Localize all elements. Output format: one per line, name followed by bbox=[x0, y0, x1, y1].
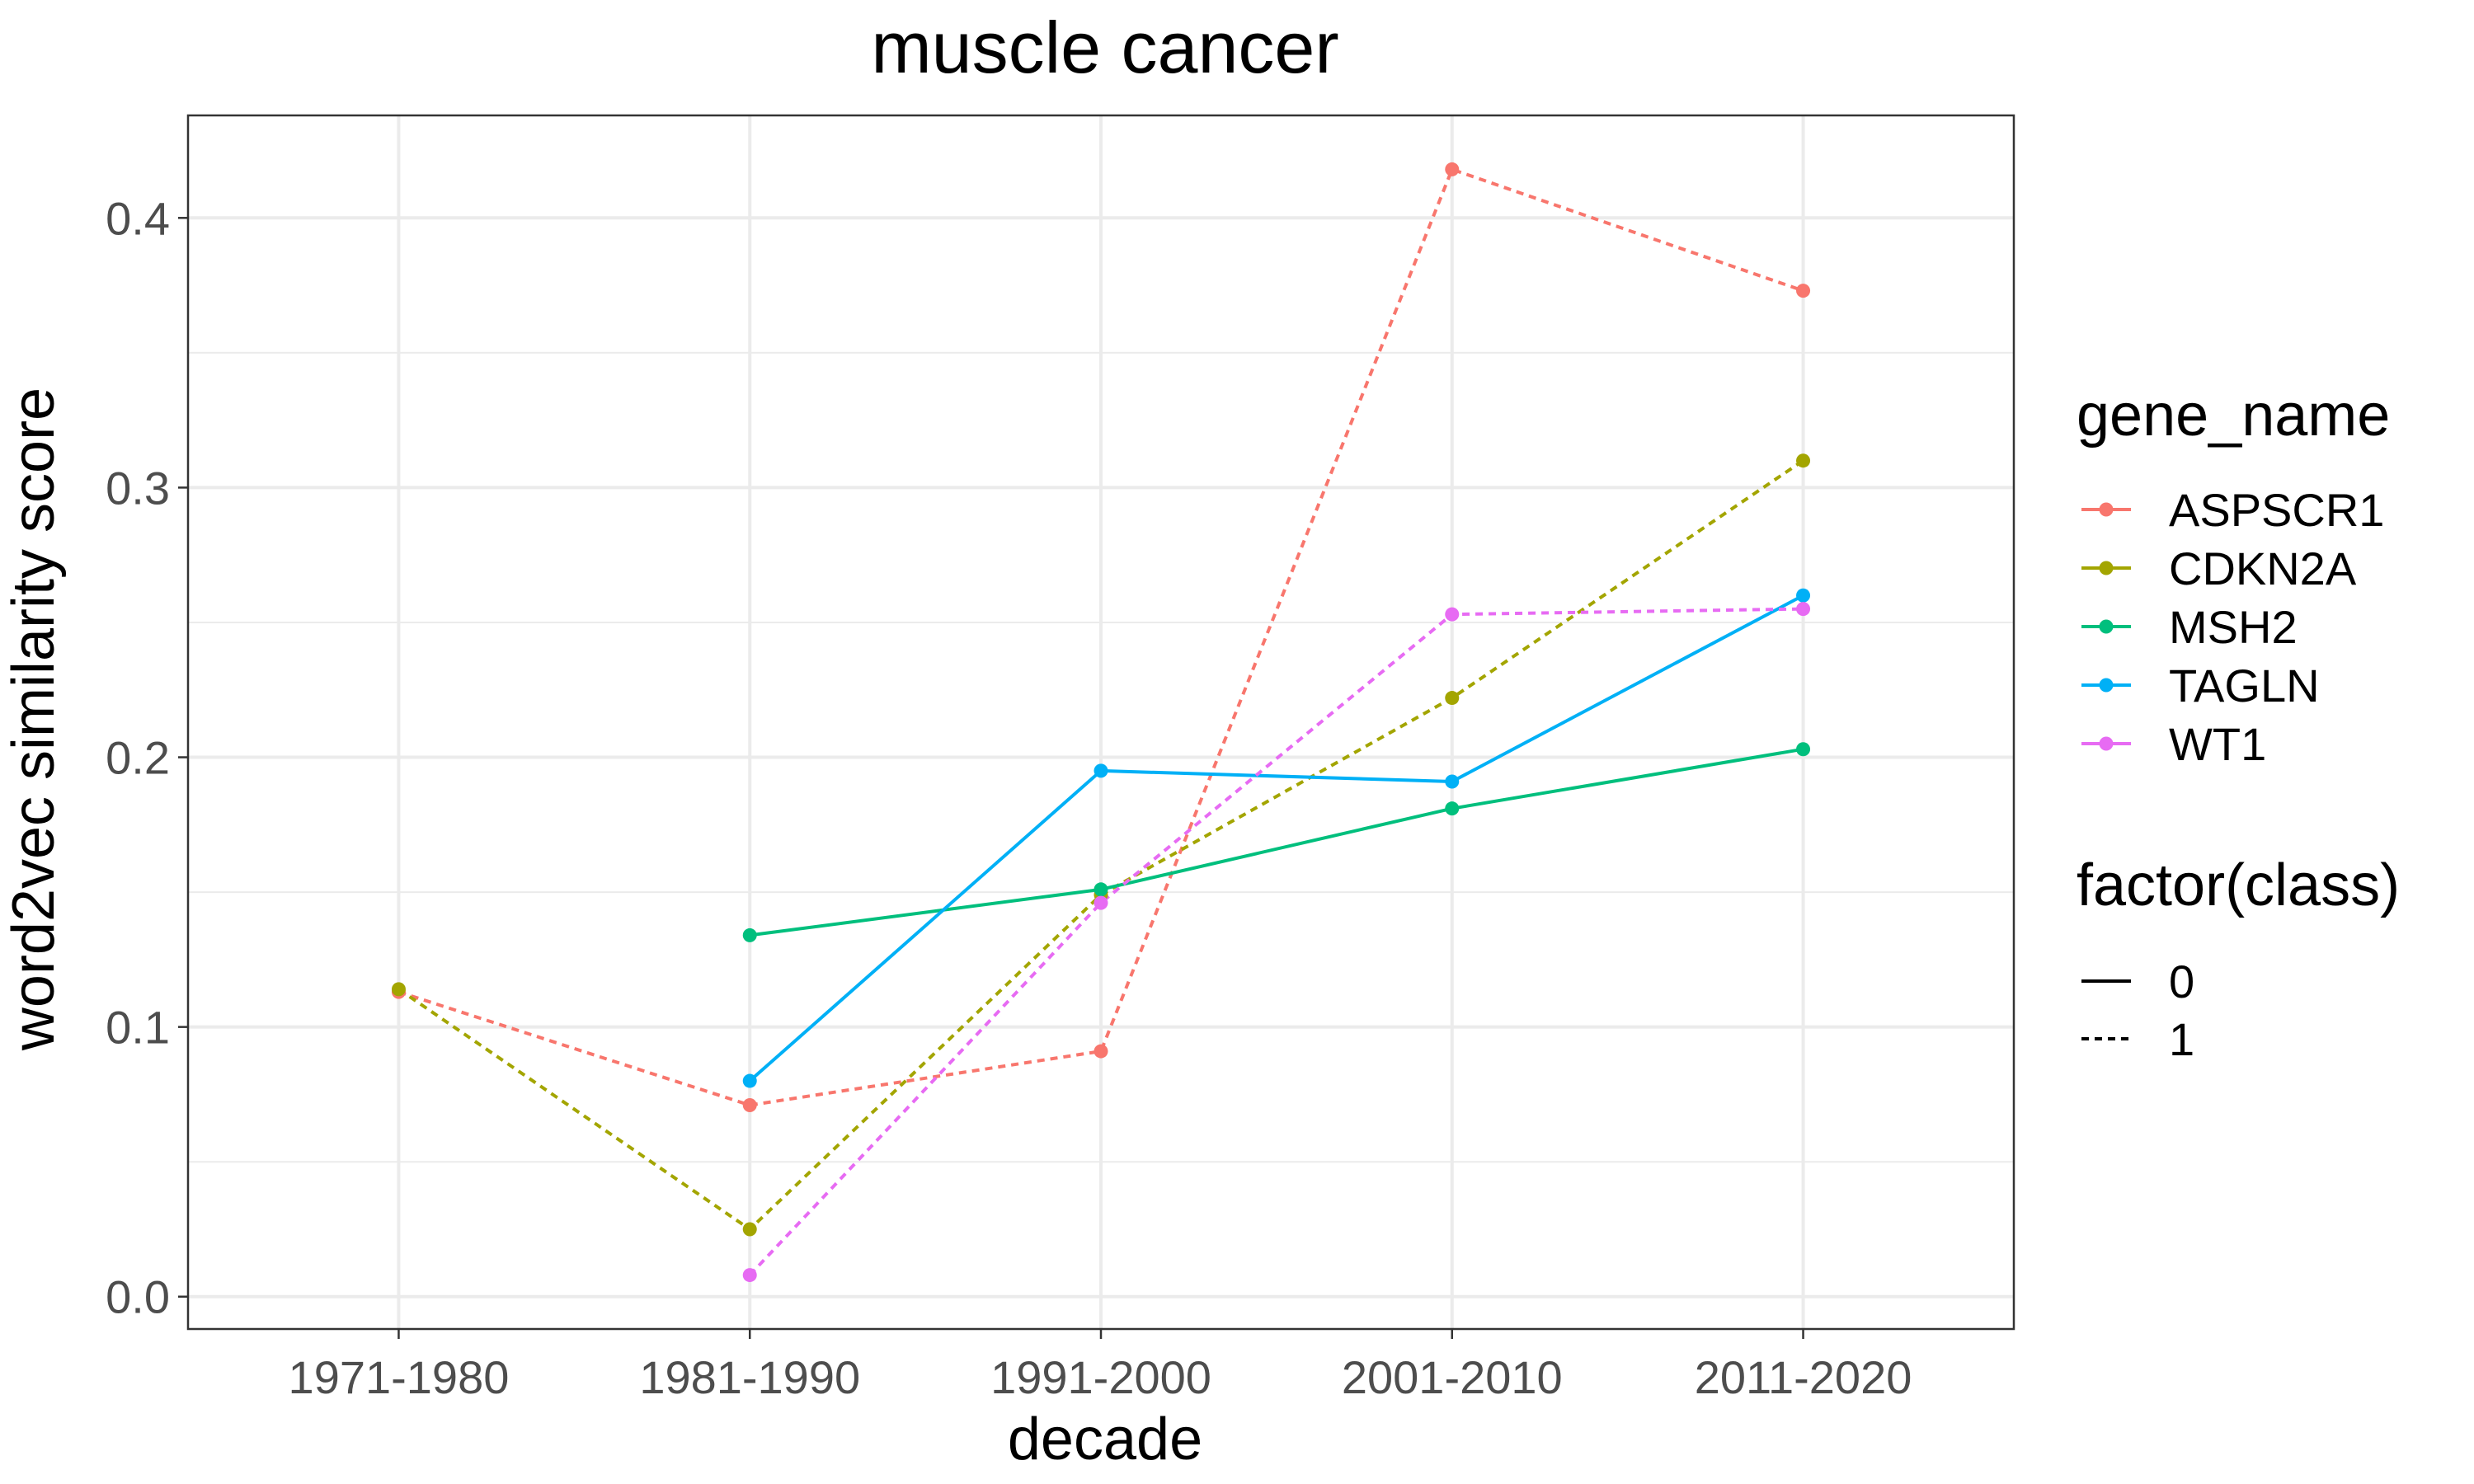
x-tick-label: 2011-2020 bbox=[1695, 1351, 1912, 1403]
data-point-msh2 bbox=[1796, 742, 1811, 757]
legend-label-tagln: TAGLN bbox=[2169, 660, 2320, 711]
series-line-wt1 bbox=[748, 607, 1804, 1276]
data-point-wt1 bbox=[1796, 602, 1811, 617]
major-gridlines bbox=[188, 115, 2014, 1329]
data-point-aspscr1 bbox=[1445, 162, 1460, 176]
x-tick-label: 1971-1980 bbox=[289, 1351, 510, 1403]
legends: gene_name ASPSCR1 CDKN2A MSH2 TAGLN WT1 factor… bbox=[2077, 383, 2400, 1065]
x-tick-label: 1981-1990 bbox=[639, 1351, 860, 1403]
data-point-cdkn2a bbox=[391, 982, 406, 997]
y-tick-label: 0.1 bbox=[106, 1002, 170, 1054]
legend-key-point bbox=[2099, 736, 2114, 751]
legend-label-class-0: 0 bbox=[2169, 956, 2194, 1007]
data-point-cdkn2a bbox=[1445, 691, 1460, 706]
data-point-msh2 bbox=[1094, 882, 1108, 897]
legend-label-cdkn2a: CDKN2A bbox=[2169, 542, 2357, 594]
legend-label-wt1: WT1 bbox=[2169, 718, 2266, 770]
legend-label-msh2: MSH2 bbox=[2169, 601, 2298, 653]
data-point-tagln bbox=[1796, 588, 1811, 603]
data-point-aspscr1 bbox=[1796, 284, 1811, 298]
legend-label-aspscr1: ASPSCR1 bbox=[2169, 484, 2384, 536]
data-point-cdkn2a bbox=[742, 1222, 757, 1237]
x-tick-label: 2001-2010 bbox=[1342, 1351, 1563, 1403]
data-point-wt1 bbox=[1094, 895, 1108, 910]
series-points bbox=[391, 162, 1811, 1283]
y-tick-label: 0.4 bbox=[106, 192, 170, 244]
y-tick-label: 0.3 bbox=[106, 462, 170, 514]
legend-key-point bbox=[2099, 619, 2114, 634]
plot-area bbox=[186, 114, 2015, 1331]
series-line-msh2 bbox=[749, 747, 1804, 937]
data-point-tagln bbox=[1094, 763, 1108, 778]
data-point-cdkn2a bbox=[1796, 453, 1811, 468]
data-point-msh2 bbox=[742, 928, 757, 942]
series-line-tagln bbox=[748, 594, 1804, 1082]
legend-key-point bbox=[2099, 561, 2114, 575]
legend-title-factor-class: factor(class) bbox=[2077, 852, 2400, 918]
data-point-aspscr1 bbox=[742, 1097, 757, 1112]
x-axis: 1971-1980 1981-1990 1991-2000 2001-2010 2011… bbox=[289, 1329, 1912, 1403]
data-point-wt1 bbox=[742, 1268, 757, 1283]
series-lines bbox=[397, 167, 1804, 1276]
y-axis: 0.0 0.1 0.2 0.3 0.4 bbox=[106, 192, 188, 1323]
data-point-aspscr1 bbox=[1094, 1044, 1108, 1059]
legend-key-point bbox=[2099, 502, 2114, 517]
data-point-tagln bbox=[742, 1073, 757, 1088]
data-point-wt1 bbox=[1445, 607, 1460, 622]
series-line-cdkn2a bbox=[397, 459, 1804, 1231]
y-tick-label: 0.2 bbox=[106, 732, 170, 784]
x-axis-label: decade bbox=[1008, 1407, 1202, 1472]
legend-title-gene-name: gene_name bbox=[2077, 383, 2390, 448]
chart-title: muscle cancer bbox=[871, 7, 1338, 88]
data-point-tagln bbox=[1445, 774, 1460, 789]
x-tick-label: 1991-2000 bbox=[990, 1351, 1211, 1403]
y-axis-label: word2vec similarity score bbox=[1, 387, 67, 1051]
series-line-aspscr1 bbox=[397, 167, 1804, 1107]
legend-label-class-1: 1 bbox=[2169, 1013, 2194, 1065]
data-point-msh2 bbox=[1445, 801, 1460, 816]
legend-key-point bbox=[2099, 678, 2114, 693]
y-tick-label: 0.0 bbox=[106, 1271, 170, 1323]
